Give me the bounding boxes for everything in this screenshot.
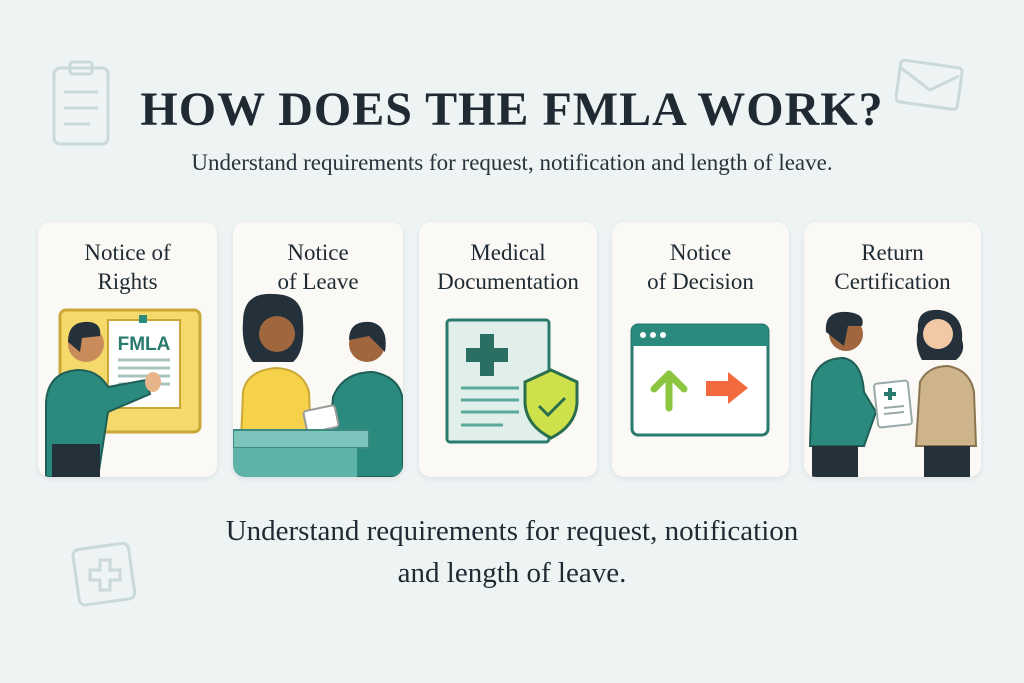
footer-line2: and length of leave. [397,557,627,589]
card-notice-of-decision: Notice of Decision [612,222,789,477]
footer-line1: Understand requirements for request, not… [225,515,799,547]
two-people-exchanging-document-icon [808,309,978,477]
card-label: Notice of Decision [612,238,789,296]
card-label-line2: Certification [834,269,951,294]
card-label-line2: of Leave [277,269,359,294]
card-return-certification: Return Certification [804,222,981,477]
document-with-shield-icon [445,318,579,444]
card-label-line2: of Decision [647,269,754,294]
browser-window-with-arrows-icon [630,323,770,437]
card-notice-of-rights: FMLA Notice of Rights [38,222,217,477]
footer-summary: Understand requirements for request, not… [0,510,1024,594]
card-label: Notice of Leave [233,238,403,296]
person-pointing-at-poster-icon: FMLA [45,308,202,477]
page-title: HOW DOES THE FMLA WORK? [140,83,884,136]
clipboard-icon [52,60,110,146]
envelope-icon [895,58,964,111]
poster-fmla-text: FMLA [118,334,171,355]
card-label-line2: Rights [97,269,158,294]
card-label: Notice of Rights [38,238,217,296]
two-people-at-desk-icon [233,293,403,477]
card-label-line1: Medical [470,240,546,265]
page-subtitle: Understand requirements for request, not… [191,150,833,175]
card-label: Medical Documentation [419,238,597,296]
card-label-line1: Notice [669,240,732,265]
card-label-line1: Notice of [84,240,171,265]
card-label-line2: Documentation [437,269,579,294]
medical-card-icon [71,541,137,607]
card-notice-of-leave: Notice of Leave [233,222,403,477]
card-medical-documentation: Medical Documentation [419,222,597,477]
card-label-line1: Notice [287,240,349,265]
card-label: Return Certification [804,238,981,296]
card-label-line1: Return [861,240,924,265]
